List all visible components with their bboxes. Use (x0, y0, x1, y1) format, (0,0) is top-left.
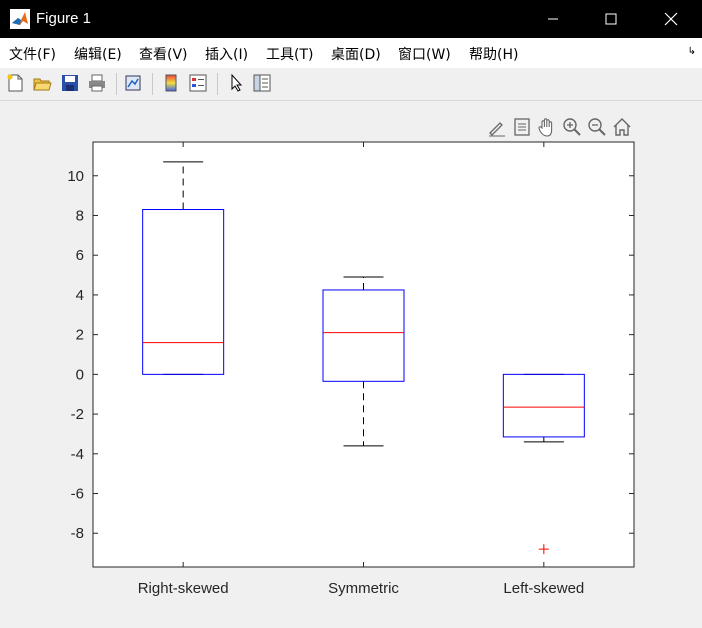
data-tips-icon[interactable] (511, 116, 533, 138)
menu-bar: 文件(F) 编辑(E) 查看(V) 插入(I) 工具(T) 桌面(D) 窗口(W… (0, 38, 702, 69)
box-iqr (322, 289, 405, 382)
new-figure-icon (7, 74, 23, 92)
menu-edit[interactable]: 编辑(E) (74, 47, 122, 63)
y-tick-label: 0 (76, 366, 84, 383)
open-file-button[interactable] (31, 72, 53, 94)
home-icon[interactable] (611, 116, 633, 138)
menu-view[interactable]: 查看(V) (139, 47, 188, 63)
insert-legend-button[interactable] (187, 72, 209, 94)
legend-icon (189, 74, 207, 92)
y-tick-label: -4 (71, 446, 84, 463)
print-button[interactable] (86, 72, 108, 94)
toolbar-separator (116, 73, 117, 95)
close-button[interactable] (648, 0, 694, 38)
brush-icon[interactable] (486, 116, 508, 138)
window-title: Figure 1 (36, 10, 92, 27)
y-tick-label: -6 (71, 486, 84, 503)
print-icon (89, 74, 105, 92)
zoom-in-icon[interactable] (561, 116, 583, 138)
zoom-out-icon[interactable] (586, 116, 608, 138)
property-inspector-button[interactable] (251, 72, 273, 94)
maximize-icon (605, 13, 617, 25)
maximize-button[interactable] (588, 0, 634, 38)
matlab-logo-icon (10, 9, 30, 29)
new-figure-button[interactable] (4, 72, 26, 94)
box-group (322, 276, 405, 447)
pan-icon[interactable] (536, 116, 558, 138)
y-tick-label: 2 (76, 327, 84, 344)
menu-file[interactable]: 文件(F) (9, 47, 56, 63)
close-icon (664, 12, 678, 26)
box-iqr (142, 209, 225, 375)
y-axis: 10 8 6 4 2 0 -2 -4 -6 -8 (67, 168, 634, 542)
minimize-button[interactable] (530, 0, 576, 38)
menu-dock-arrow-icon[interactable]: ↳ (687, 46, 696, 57)
menu-desktop[interactable]: 桌面(D) (331, 47, 381, 63)
link-plot-icon (125, 75, 141, 91)
save-button[interactable] (59, 72, 81, 94)
outlier-marker (538, 544, 549, 555)
pointer-icon (231, 73, 243, 92)
box-group (142, 161, 225, 375)
box-iqr (502, 373, 585, 438)
open-file-icon (33, 78, 52, 91)
menu-tools[interactable]: 工具(T) (266, 47, 314, 63)
menu-insert[interactable]: 插入(I) (205, 47, 249, 63)
y-tick-label: 6 (76, 247, 84, 264)
y-tick-label: 4 (76, 287, 84, 304)
box-series (142, 161, 585, 555)
y-tick-label: 10 (67, 168, 84, 185)
colorbar-icon (165, 74, 177, 92)
axes-background (92, 141, 635, 568)
property-inspector-icon (253, 74, 271, 92)
x-tick-label: Right-skewed (138, 580, 229, 597)
link-plot-button[interactable] (122, 72, 144, 94)
y-tick-label: 8 (76, 207, 84, 224)
toolbar-separator (217, 73, 218, 95)
menu-help[interactable]: 帮助(H) (469, 47, 519, 63)
insert-colorbar-button[interactable] (160, 72, 182, 94)
toolbar-separator (152, 73, 153, 95)
minimize-icon (548, 18, 558, 20)
x-tick-label: Left-skewed (503, 580, 584, 597)
box-group (502, 373, 585, 555)
figure-toolbar (0, 68, 702, 101)
save-icon (62, 75, 78, 91)
x-tick-label: Symmetric (328, 580, 399, 597)
y-tick-label: -2 (71, 406, 84, 423)
y-tick-label: -8 (71, 525, 84, 542)
title-bar: Figure 1 (0, 0, 702, 38)
menu-window[interactable]: 窗口(W) (398, 47, 451, 63)
edit-plot-button[interactable] (225, 72, 247, 94)
x-axis: Right-skewed Symmetric Left-skewed (138, 142, 584, 597)
